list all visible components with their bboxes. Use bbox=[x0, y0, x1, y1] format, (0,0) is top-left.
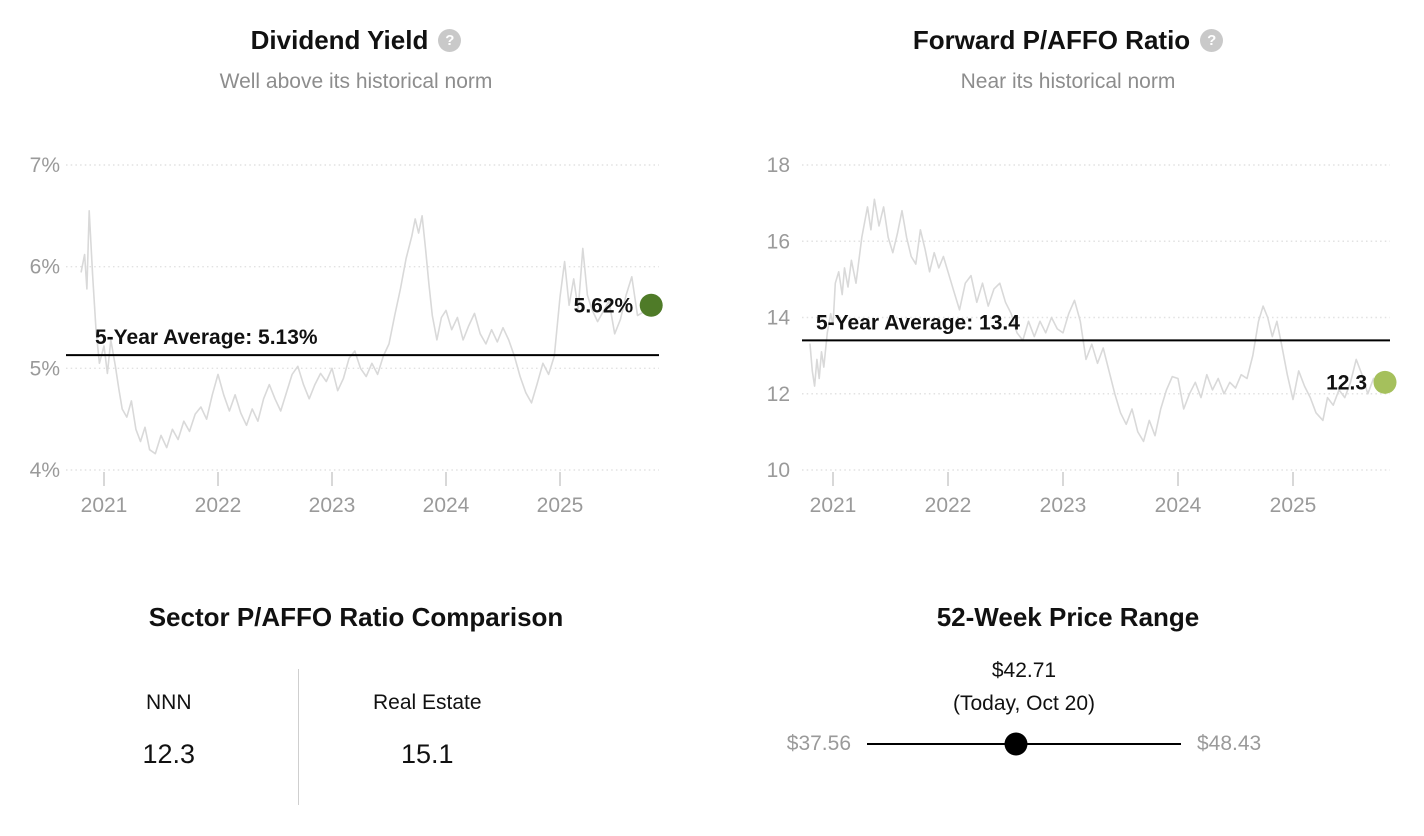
y-axis-label: 4% bbox=[30, 459, 60, 482]
series-line bbox=[80, 210, 653, 455]
sector-column-label: Real Estate bbox=[372, 691, 482, 714]
price-range-card: 52-Week Price Range $42.71 (Today, Oct 2… bbox=[712, 560, 1424, 836]
paffo-ratio-chart: 18 16 14 12 10 2021 2022 2023 2024 2025 5-Year Ave… bbox=[767, 154, 1397, 517]
current-value-dot bbox=[1373, 370, 1397, 394]
paffo-ratio-title: Forward P/AFFO Ratio ? bbox=[712, 24, 1424, 56]
vertical-divider bbox=[297, 669, 299, 805]
dividend-yield-title-text: Dividend Yield bbox=[250, 25, 429, 55]
x-axis-label: 2024 bbox=[1155, 494, 1202, 517]
y-axis-label: 14 bbox=[767, 307, 791, 330]
average-label: 5-Year Average: 13.4 bbox=[816, 311, 1020, 334]
y-axis-label: 18 bbox=[767, 154, 790, 177]
y-axis-label: 5% bbox=[30, 357, 60, 380]
series-line bbox=[809, 198, 1386, 443]
sector-column-value: 12.3 bbox=[142, 739, 196, 769]
average-label: 5-Year Average: 5.13% bbox=[95, 326, 318, 349]
y-axis-label: 10 bbox=[767, 459, 790, 482]
y-axis-label: 6% bbox=[30, 256, 60, 279]
dividend-yield-header: Dividend Yield ? Well above its historic… bbox=[0, 0, 712, 94]
paffo-ratio-title-text: Forward P/AFFO Ratio bbox=[912, 25, 1191, 55]
x-axis-label: 2025 bbox=[1270, 494, 1317, 517]
help-icon[interactable]: ? bbox=[438, 28, 462, 52]
x-axis-label: 2023 bbox=[309, 494, 356, 517]
y-axis-label: 7% bbox=[30, 154, 60, 177]
dividend-yield-chart: 7% 6% 5% 4% 2021 2022 2023 2024 2025 5-Year Avera… bbox=[30, 154, 663, 517]
x-axis-label: 2022 bbox=[925, 494, 972, 517]
current-value-label: 5.62% bbox=[574, 294, 634, 317]
range-low-label: $37.56 bbox=[786, 732, 851, 755]
price-range-title: 52-Week Price Range bbox=[936, 602, 1200, 632]
help-icon[interactable]: ? bbox=[1200, 28, 1224, 52]
dividend-yield-title: Dividend Yield ? bbox=[0, 24, 712, 56]
slider-track bbox=[867, 732, 1181, 756]
y-axis-label: 12 bbox=[767, 383, 790, 406]
dividend-yield-card: Dividend Yield ? Well above its historic… bbox=[0, 0, 712, 560]
current-value-dot bbox=[639, 293, 663, 317]
sector-column-real-estate: Real Estate 15.1 bbox=[299, 669, 557, 805]
sector-comparison-card: Sector P/AFFO Ratio Comparison NNN 12.3 … bbox=[0, 560, 712, 836]
y-axis-label: 16 bbox=[767, 230, 790, 253]
sector-column-nnn: NNN 12.3 bbox=[40, 669, 298, 805]
x-axis-label: 2021 bbox=[810, 494, 857, 517]
range-high-label: $48.43 bbox=[1197, 732, 1262, 755]
current-value-label: 12.3 bbox=[1326, 371, 1367, 394]
x-axis-label: 2025 bbox=[537, 494, 584, 517]
x-axis-label: 2021 bbox=[81, 494, 128, 517]
x-axis-label: 2023 bbox=[1040, 494, 1087, 517]
sector-comparison-title: Sector P/AFFO Ratio Comparison bbox=[148, 602, 564, 632]
sector-column-value: 15.1 bbox=[400, 739, 454, 769]
sector-column-label: NNN bbox=[146, 691, 192, 714]
current-price-note: (Today, Oct 20) bbox=[953, 692, 1095, 715]
sector-comparison-columns: NNN 12.3 Real Estate 15.1 bbox=[40, 669, 556, 805]
price-range-slider: $37.56 $48.43 bbox=[724, 732, 1324, 756]
x-axis-label: 2022 bbox=[195, 494, 242, 517]
paffo-ratio-header: Forward P/AFFO Ratio ? Near its historic… bbox=[712, 0, 1424, 94]
paffo-ratio-subtitle: Near its historical norm bbox=[960, 70, 1176, 93]
x-axis-label: 2024 bbox=[423, 494, 470, 517]
slider-handle-dot bbox=[1004, 732, 1028, 756]
paffo-ratio-card: Forward P/AFFO Ratio ? Near its historic… bbox=[712, 0, 1424, 560]
dividend-yield-subtitle: Well above its historical norm bbox=[219, 70, 493, 93]
price-range-body: $42.71 (Today, Oct 20) $37.56 $48.43 bbox=[724, 659, 1324, 756]
current-price: $42.71 bbox=[991, 659, 1057, 682]
